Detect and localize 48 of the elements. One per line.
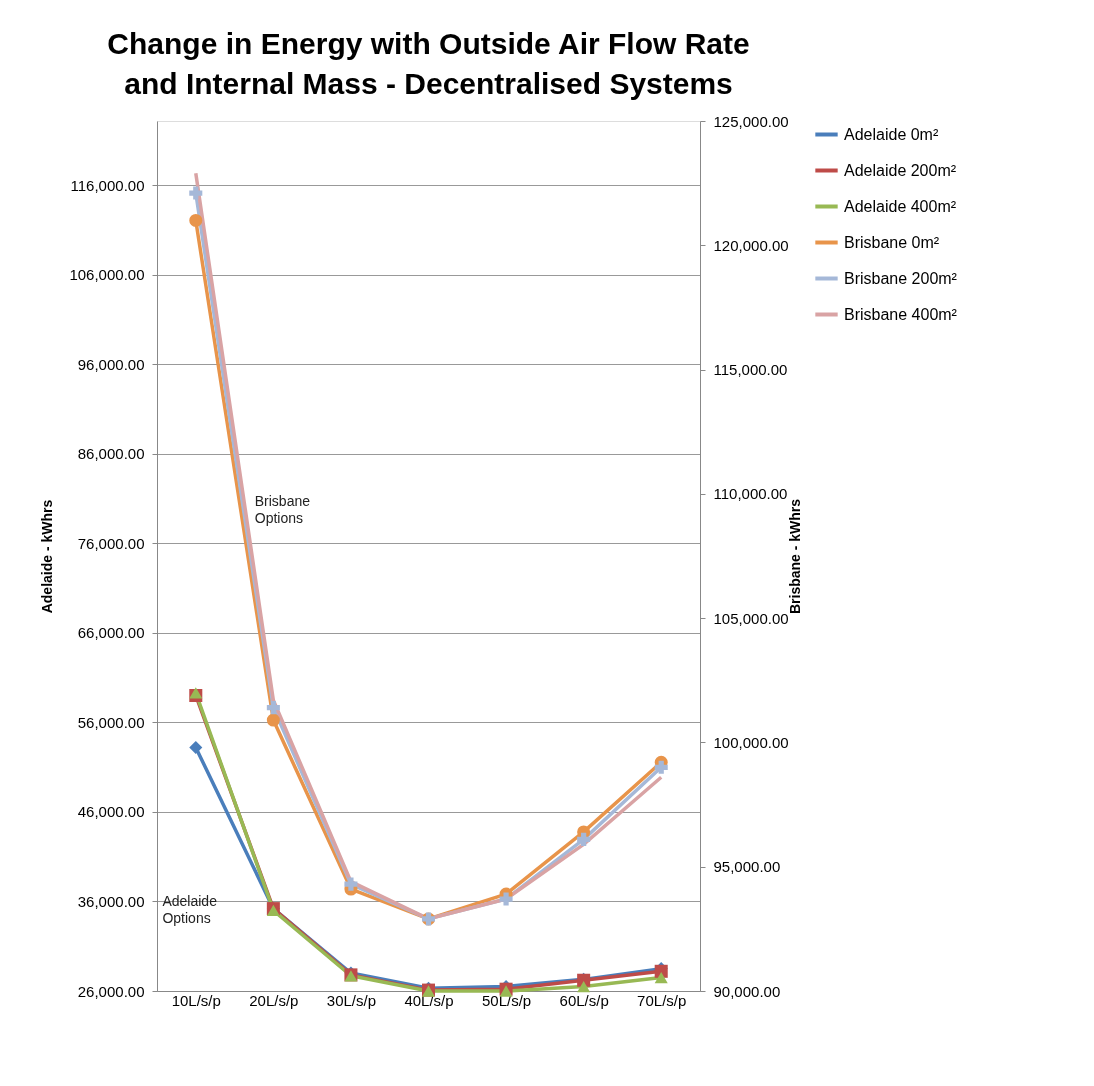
y2-tick-label: 95,000.00 (713, 858, 781, 876)
x-tick-label: 10L/s/p (171, 991, 221, 1009)
point (189, 186, 203, 200)
y-axis-title: Adelaide - kWhrs (39, 499, 56, 614)
legend-label: Adelaide 0m² (844, 125, 939, 143)
point (654, 760, 668, 774)
point (344, 877, 358, 891)
y-tick-label: 66,000.00 (77, 624, 145, 642)
point (189, 213, 203, 227)
annotation: Brisbane Options (254, 493, 311, 527)
y2-tick-label: 125,000.00 (713, 112, 789, 130)
point (266, 713, 280, 727)
y2-tick-label: 105,000.00 (713, 609, 789, 627)
x-tick-label: 30L/s/p (326, 991, 377, 1009)
y2-tick-label: 120,000.00 (713, 236, 789, 254)
point (189, 687, 203, 699)
legend-label: Adelaide 400m² (844, 197, 957, 215)
legend-label: Brisbane 200m² (844, 269, 958, 287)
y-tick-label: 46,000.00 (77, 803, 145, 821)
point (577, 980, 591, 993)
legend-label: Brisbane 400m² (844, 305, 958, 323)
y-tick-label: 96,000.00 (77, 355, 145, 373)
x-tick-label: 40L/s/p (404, 991, 454, 1009)
point (654, 971, 668, 984)
annotation: Adelaide Options (162, 893, 218, 927)
y-tick-label: 106,000.00 (69, 266, 145, 284)
point (577, 832, 591, 846)
legend-label: Adelaide 200m² (844, 161, 957, 179)
y-tick-label: 56,000.00 (77, 713, 145, 731)
x-tick-label: 20L/s/p (249, 991, 299, 1009)
y2-tick-label: 100,000.00 (713, 733, 789, 751)
y2-tick-label: 110,000.00 (713, 485, 788, 503)
y2-tick-label: 115,000.00 (713, 361, 788, 379)
x-tick-label: 50L/s/p (481, 991, 532, 1009)
point (266, 701, 280, 715)
y-tick-label: 26,000.00 (77, 982, 145, 1000)
y-tick-label: 116,000.00 (70, 176, 145, 194)
x-tick-label: 70L/s/p (637, 991, 687, 1009)
y2-axis-title: Brisbane - kWhrs (786, 498, 803, 615)
point (499, 892, 513, 906)
y-tick-label: 86,000.00 (77, 445, 145, 463)
y-tick-label: 76,000.00 (77, 534, 145, 552)
point (189, 740, 203, 754)
chart-title: Change in Energy with Outside Air Flow Rate and Internal Mass - Decentralised Systems (107, 27, 750, 100)
legend-label: Brisbane 0m² (844, 233, 940, 251)
y-tick-label: 36,000.00 (77, 892, 145, 910)
y2-tick-label: 90,000.00 (713, 982, 781, 1000)
x-tick-label: 60L/s/p (559, 991, 609, 1009)
